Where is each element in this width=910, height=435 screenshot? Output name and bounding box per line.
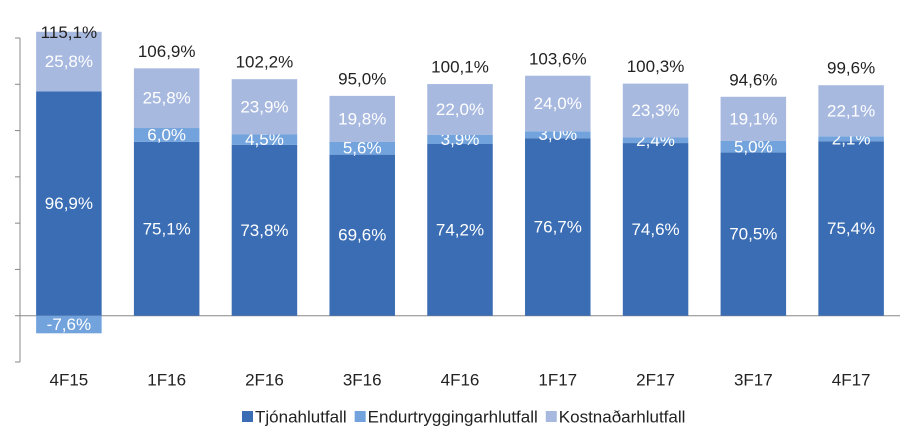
- data-label: 19,8%: [338, 109, 386, 128]
- data-label: 96,9%: [45, 194, 93, 213]
- data-label: 75,4%: [827, 219, 875, 238]
- data-label: 22,1%: [827, 101, 875, 120]
- bar-segment: [36, 315, 102, 334]
- x-tick-label: 4F16: [441, 370, 480, 389]
- data-label: 73,8%: [240, 221, 288, 240]
- bar-segment: [231, 134, 298, 145]
- x-tick-label: 2F16: [245, 370, 284, 389]
- bar-segment: [720, 140, 787, 153]
- data-label: 23,9%: [240, 97, 288, 116]
- total-label: 106,9%: [138, 42, 196, 61]
- x-tick-label: 4F17: [832, 370, 871, 389]
- bar-segment: [525, 131, 591, 139]
- bar-segment: [329, 141, 395, 155]
- bar-segment: [818, 85, 884, 137]
- legend-label: Tjónahlutfall: [255, 407, 347, 426]
- x-tick-label: 2F17: [636, 370, 675, 389]
- data-label: 5,0%: [734, 137, 773, 156]
- bar-segment: [427, 84, 493, 135]
- bar-segment: [36, 91, 102, 316]
- bar-segment: [622, 83, 689, 138]
- bar-segment: [231, 144, 298, 316]
- bar-segment: [36, 31, 102, 92]
- bar-segment: [133, 68, 200, 129]
- x-tick-label: 1F16: [147, 370, 186, 389]
- total-label: 115,1%: [41, 23, 97, 42]
- bar-segment: [622, 137, 689, 144]
- total-label: 100,1%: [431, 58, 489, 77]
- bar-segment: [231, 79, 298, 135]
- bar-segment: [329, 154, 395, 316]
- legend-label: Kostnaðarhlutfall: [559, 407, 686, 426]
- data-label: 75,1%: [143, 219, 191, 238]
- bar-segment: [329, 95, 395, 142]
- data-label: -7,6%: [47, 315, 91, 334]
- data-label: 23,3%: [631, 101, 679, 120]
- data-label: 6,0%: [147, 125, 186, 144]
- x-tick-label: 3F16: [343, 370, 382, 389]
- bar-segment: [427, 134, 493, 144]
- legend-label: Endurtryggingarhlutfall: [368, 407, 538, 426]
- total-label: 99,6%: [827, 59, 875, 78]
- data-label: 25,8%: [45, 52, 93, 71]
- data-label: 4,5%: [245, 130, 284, 149]
- bar-segment: [818, 136, 884, 142]
- bar-segment: [133, 141, 200, 316]
- x-tick-label: 4F15: [50, 370, 89, 389]
- bar-segment: [133, 128, 200, 142]
- data-label: 19,1%: [729, 109, 777, 128]
- data-label: 5,6%: [343, 139, 382, 158]
- bar-segment: [525, 75, 591, 132]
- x-tick-label: 3F17: [734, 370, 773, 389]
- legend-swatch: [354, 411, 366, 422]
- bar-segment: [427, 143, 493, 316]
- total-label: 100,3%: [627, 57, 685, 76]
- x-tick-label: 1F17: [538, 370, 577, 389]
- data-label: 74,2%: [436, 220, 484, 239]
- data-label: 24,0%: [534, 94, 582, 113]
- data-label: 69,6%: [338, 226, 386, 245]
- data-label: 70,5%: [729, 225, 777, 244]
- bar-segment: [818, 141, 884, 316]
- legend-swatch: [545, 411, 557, 422]
- total-label: 102,2%: [236, 53, 294, 72]
- data-label: 25,8%: [143, 89, 191, 108]
- data-label: 74,6%: [631, 220, 679, 239]
- data-label: 76,7%: [534, 217, 582, 236]
- bar-segment: [720, 96, 787, 141]
- bar-segment: [622, 143, 689, 316]
- total-label: 94,6%: [729, 70, 777, 89]
- total-label: 95,0%: [338, 69, 386, 88]
- total-label: 103,6%: [529, 49, 587, 68]
- bar-segment: [720, 152, 787, 316]
- data-label: 22,0%: [436, 100, 484, 119]
- legend-swatch: [242, 411, 253, 422]
- bar-segment: [525, 138, 591, 316]
